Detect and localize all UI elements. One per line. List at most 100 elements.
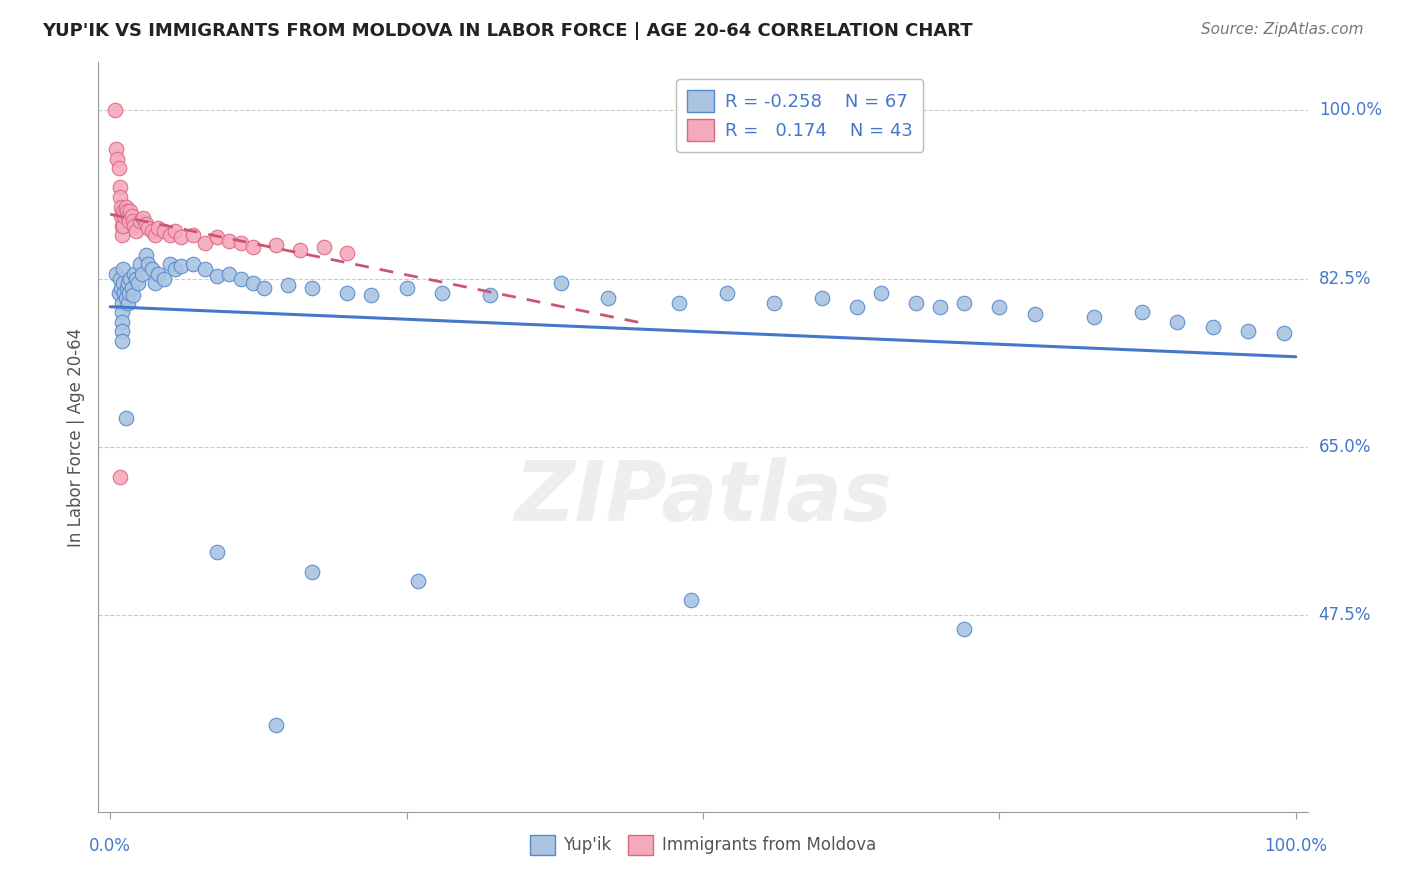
Point (1083, 310, 1105, 324)
Point (194, 262, 217, 277)
Point (117, 209, 139, 223)
Point (194, 235, 217, 250)
Point (218, 234, 240, 248)
Point (181, 257, 204, 271)
Point (135, 217, 157, 231)
Point (143, 277, 166, 291)
Point (988, 301, 1011, 315)
Point (763, 295, 786, 310)
Point (550, 277, 572, 291)
Point (107, 161, 129, 175)
Point (108, 180, 131, 194)
Point (135, 247, 157, 261)
Point (165, 223, 187, 237)
Point (120, 271, 142, 285)
Point (114, 209, 136, 223)
Point (242, 277, 264, 291)
Point (159, 228, 181, 243)
Point (952, 295, 974, 310)
Point (159, 257, 181, 271)
Point (105, 142, 128, 156)
Point (229, 235, 252, 250)
Point (108, 470, 131, 484)
Point (681, 593, 703, 607)
Point (117, 295, 139, 310)
Point (395, 281, 418, 295)
Point (598, 291, 620, 305)
Point (336, 245, 359, 260)
Point (111, 219, 134, 233)
Point (132, 211, 155, 225)
Point (108, 190, 131, 204)
Point (277, 278, 299, 293)
Point (152, 223, 174, 237)
Point (301, 281, 323, 295)
Point (668, 295, 690, 310)
Point (716, 285, 738, 300)
Text: 82.5%: 82.5% (1319, 269, 1371, 287)
Point (107, 285, 129, 300)
Point (115, 281, 138, 295)
Point (110, 209, 132, 223)
Point (112, 219, 135, 233)
Text: 65.0%: 65.0% (1319, 438, 1371, 456)
Text: 100.0%: 100.0% (1264, 837, 1327, 855)
Point (242, 240, 264, 254)
Point (869, 285, 891, 300)
Point (170, 230, 193, 244)
Point (117, 277, 139, 291)
Point (170, 259, 193, 273)
Point (181, 228, 204, 243)
Point (253, 281, 276, 295)
Point (1237, 325, 1260, 339)
Point (121, 281, 143, 295)
Point (121, 214, 143, 228)
Point (129, 257, 152, 271)
Point (105, 152, 128, 166)
Point (112, 277, 135, 291)
Text: 100.0%: 100.0% (1319, 102, 1382, 120)
Point (408, 574, 430, 589)
Point (905, 295, 928, 310)
Point (478, 288, 501, 302)
Text: 0.0%: 0.0% (90, 837, 131, 855)
Point (264, 238, 287, 252)
Point (312, 240, 335, 254)
Point (127, 277, 149, 291)
Point (112, 262, 135, 277)
Point (218, 267, 240, 281)
Point (929, 301, 952, 315)
Point (111, 315, 134, 329)
Point (146, 220, 169, 235)
Point (108, 271, 131, 285)
Point (1202, 319, 1225, 334)
Point (121, 288, 143, 302)
Point (146, 267, 169, 281)
Point (846, 301, 869, 315)
Point (136, 220, 159, 235)
Point (165, 262, 187, 277)
Point (111, 295, 134, 310)
Point (810, 291, 832, 305)
Point (360, 288, 382, 302)
Point (152, 271, 174, 285)
Point (118, 285, 141, 300)
Point (114, 410, 136, 425)
Point (114, 285, 136, 300)
Point (115, 204, 138, 219)
Point (111, 305, 134, 319)
Point (104, 103, 127, 118)
Point (336, 285, 359, 300)
Point (1272, 326, 1295, 341)
Text: Source: ZipAtlas.com: Source: ZipAtlas.com (1201, 22, 1364, 37)
Point (1024, 307, 1046, 321)
Text: 47.5%: 47.5% (1319, 606, 1371, 624)
Point (118, 214, 141, 228)
Point (129, 214, 152, 228)
Point (288, 243, 311, 257)
Point (125, 223, 148, 237)
Point (141, 223, 163, 237)
Point (141, 262, 163, 277)
Legend: Yup'ik, Immigrants from Moldova: Yup'ik, Immigrants from Moldova (522, 826, 884, 863)
Point (229, 271, 252, 285)
